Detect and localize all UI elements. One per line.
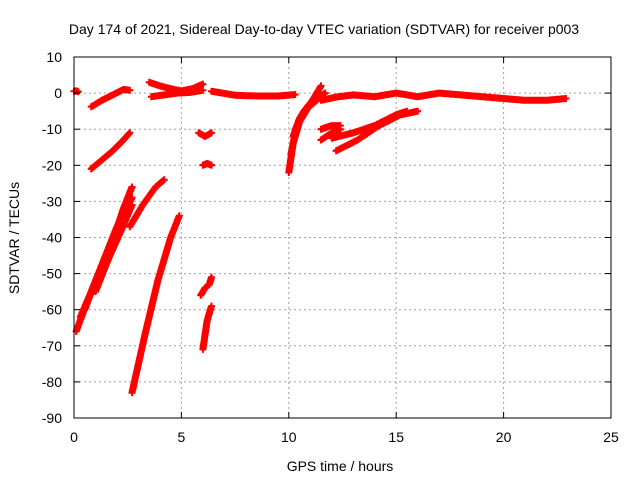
y-tick-label: -60 [42,302,62,318]
point-markers [126,176,168,231]
y-axis-label: SDTVAR / TECUs [6,182,22,294]
point-markers [92,201,136,296]
x-tick-label: 25 [603,429,619,445]
axis-ticks: 0 5 10 15 20 25 10 0 -10 -20 -30 -40 -50 -60 -70 -80 -90 [42,49,619,445]
y-tick-label: -90 [42,410,62,426]
x-tick-label: 0 [70,429,78,445]
y-tick-label: -80 [42,374,62,390]
y-tick-label: -70 [42,338,62,354]
point-markers [70,87,82,96]
point-markers [147,86,207,101]
point-markers [128,212,183,397]
point-markers [317,125,344,144]
x-tick-label: 10 [281,429,297,445]
point-markers [208,87,299,100]
series-arc-22 [317,125,344,144]
data-points [70,78,570,397]
x-axis-label: GPS time / hours [287,458,394,474]
y-tick-label: 10 [46,49,62,65]
point-markers [287,95,323,158]
series-arc-14 [197,273,215,299]
series-arc-12 [195,129,215,140]
y-tick-label: -10 [42,121,62,137]
y-tick-label: -50 [42,266,62,282]
point-markers [332,107,422,155]
point-markers [197,273,215,299]
grid-lines [74,57,611,418]
series-arc-18 [287,95,323,158]
series-arc-15 [199,302,215,353]
y-tick-label: -40 [42,230,62,246]
point-markers [199,160,215,169]
point-markers [317,89,570,104]
chart-title: Day 174 of 2021, Sidereal Day-to-day VTE… [69,21,579,37]
series-arc-11 [147,86,207,101]
y-tick-label: -30 [42,193,62,209]
series-arc-01 [70,87,82,96]
x-tick-label: 20 [496,429,512,445]
point-markers [195,129,215,140]
point-markers [199,302,215,353]
series-arc-08 [126,176,168,231]
series-arc-13 [199,160,215,169]
y-tick-label: -20 [42,157,62,173]
series-arc-09 [128,212,183,397]
point-markers [87,86,134,111]
y-tick-label: 0 [54,85,62,101]
series-arc-07 [92,201,136,296]
x-tick-label: 15 [388,429,404,445]
series-arc-03 [87,129,134,173]
series-arc-02 [87,86,134,111]
series-arc-23 [317,122,344,133]
point-markers [291,82,325,133]
series-arc-16 [208,87,299,100]
point-markers [317,122,344,133]
series-arc-25 [332,107,422,155]
point-markers [87,129,134,173]
series-arc-21 [317,89,570,104]
series-arc-20 [291,82,325,133]
x-tick-label: 5 [178,429,186,445]
